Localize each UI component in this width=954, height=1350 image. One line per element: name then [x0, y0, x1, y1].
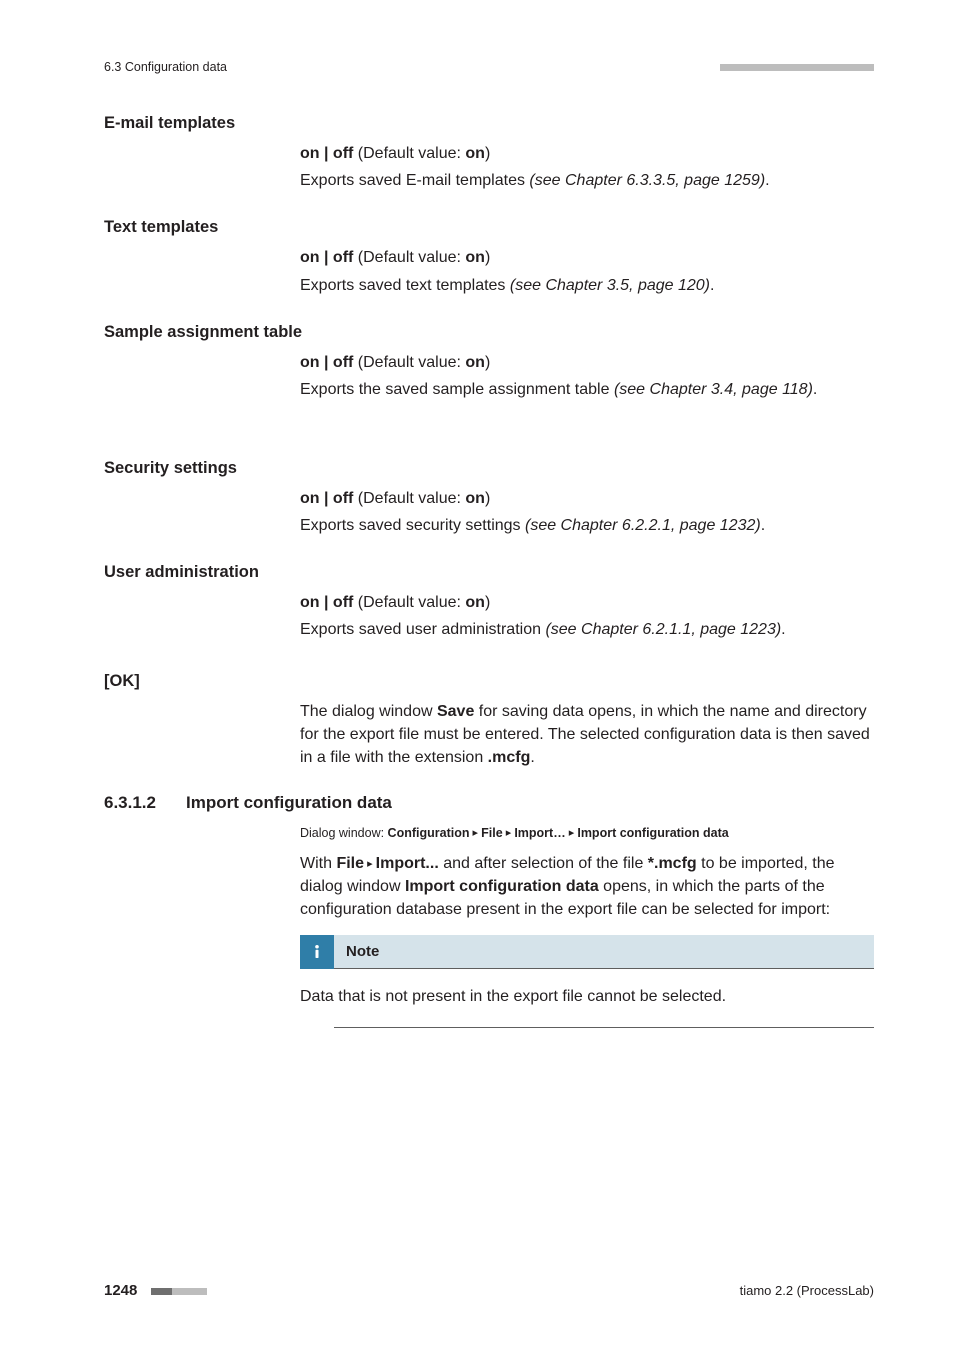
ok-text: The dialog window — [300, 703, 437, 720]
onoff-email-templates: on | off (Default value: on) — [300, 142, 874, 165]
import-bold: File — [336, 855, 364, 872]
onoff-text: (Default value: — [353, 490, 465, 507]
note-title: Note — [334, 935, 874, 969]
onoff-value: on | off — [300, 145, 353, 162]
label-security-settings: Security settings — [104, 457, 874, 481]
onoff-text: ) — [485, 145, 490, 162]
info-icon — [300, 935, 334, 969]
footer-tick-strip — [151, 1288, 207, 1295]
running-header: 6.3 Configuration data — [104, 58, 874, 76]
ok-text: . — [530, 749, 534, 766]
onoff-default: on — [465, 490, 485, 507]
onoff-default: on — [465, 249, 485, 266]
onoff-text: ) — [485, 354, 490, 371]
onoff-text: ) — [485, 249, 490, 266]
desc-text: . — [813, 381, 817, 398]
onoff-sample-assignment: on | off (Default value: on) — [300, 351, 874, 374]
onoff-text: (Default value: — [353, 145, 465, 162]
label-user-administration: User administration — [104, 561, 874, 585]
desc-security-settings: Exports saved security settings (see Cha… — [300, 514, 874, 537]
onoff-text: (Default value: — [353, 594, 465, 611]
desc-text: Exports saved security settings — [300, 517, 525, 534]
crumb-part: File — [481, 826, 503, 840]
note-underline — [334, 1027, 874, 1028]
desc-ref: (see Chapter 3.4, page 118) — [614, 381, 813, 398]
desc-text: Exports saved user administration — [300, 621, 545, 638]
import-tri: ▸ — [364, 858, 376, 870]
heading-6-3-1-2: 6.3.1.2 Import configuration data — [104, 791, 874, 816]
note-box: Note Data that is not present in the exp… — [300, 935, 874, 1027]
onoff-text: ) — [485, 594, 490, 611]
heading-number: 6.3.1.2 — [104, 791, 156, 816]
onoff-value: on | off — [300, 490, 353, 507]
page-number: 1248 — [104, 1280, 137, 1302]
onoff-value: on | off — [300, 354, 353, 371]
label-ok: [OK] — [104, 670, 874, 694]
header-tick-strip — [720, 64, 874, 71]
desc-sample-assignment: Exports the saved sample assignment tabl… — [300, 378, 874, 401]
onoff-value: on | off — [300, 594, 353, 611]
footer-left: 1248 — [104, 1280, 207, 1302]
desc-text: . — [765, 172, 769, 189]
desc-email-templates: Exports saved E-mail templates (see Chap… — [300, 169, 874, 192]
onoff-value: on | off — [300, 249, 353, 266]
onoff-text-templates: on | off (Default value: on) — [300, 246, 874, 269]
desc-user-administration: Exports saved user administration (see C… — [300, 618, 874, 641]
desc-ref: (see Chapter 6.3.3.5, page 1259) — [529, 172, 765, 189]
onoff-security-settings: on | off (Default value: on) — [300, 487, 874, 510]
onoff-text: ) — [485, 490, 490, 507]
desc-ref: (see Chapter 3.5, page 120) — [510, 277, 710, 294]
desc-text: Exports the saved sample assignment tabl… — [300, 381, 614, 398]
desc-text-templates: Exports saved text templates (see Chapte… — [300, 274, 874, 297]
page-footer: 1248 tiamo 2.2 (ProcessLab) — [104, 1280, 874, 1302]
import-bold: *.mcfg — [648, 855, 697, 872]
desc-text: Exports saved E-mail templates — [300, 172, 529, 189]
desc-text: Exports saved text templates — [300, 277, 510, 294]
label-email-templates: E-mail templates — [104, 112, 874, 136]
desc-ref: (see Chapter 6.2.1.1, page 1223) — [545, 621, 781, 638]
desc-text: . — [710, 277, 714, 294]
onoff-default: on — [465, 594, 485, 611]
label-text-templates: Text templates — [104, 216, 874, 240]
ok-paragraph: The dialog window Save for saving data o… — [300, 700, 874, 770]
crumb-text: Dialog window: — [300, 826, 388, 840]
desc-text: . — [761, 517, 765, 534]
crumb-part: Configuration — [388, 826, 470, 840]
onoff-default: on — [465, 145, 485, 162]
crumb-part: Import… — [514, 826, 565, 840]
onoff-default: on — [465, 354, 485, 371]
crumb-part: Import configuration data — [577, 826, 728, 840]
crumb-sep: ▸ — [566, 827, 578, 839]
running-header-left: 6.3 Configuration data — [104, 58, 227, 76]
onoff-text: (Default value: — [353, 249, 465, 266]
dialog-breadcrumb: Dialog window: Configuration ▸ File ▸ Im… — [300, 824, 874, 842]
footer-right: tiamo 2.2 (ProcessLab) — [740, 1282, 874, 1301]
onoff-text: (Default value: — [353, 354, 465, 371]
crumb-sep: ▸ — [503, 827, 515, 839]
import-bold: Import... — [376, 855, 439, 872]
import-text: and after selection of the file — [439, 855, 648, 872]
note-header: Note — [300, 935, 874, 969]
import-bold: Import configuration data — [405, 878, 599, 895]
import-text: With — [300, 855, 336, 872]
label-sample-assignment: Sample assignment table — [104, 321, 874, 345]
onoff-user-administration: on | off (Default value: on) — [300, 591, 874, 614]
import-paragraph: With File ▸ Import... and after selectio… — [300, 852, 874, 922]
crumb-sep: ▸ — [469, 827, 481, 839]
heading-title: Import configuration data — [186, 791, 392, 816]
ok-bold-save: Save — [437, 703, 474, 720]
desc-text: . — [781, 621, 785, 638]
desc-ref: (see Chapter 6.2.2.1, page 1232) — [525, 517, 761, 534]
ok-bold-ext: .mcfg — [488, 749, 531, 766]
note-body: Data that is not present in the export f… — [300, 985, 874, 1008]
